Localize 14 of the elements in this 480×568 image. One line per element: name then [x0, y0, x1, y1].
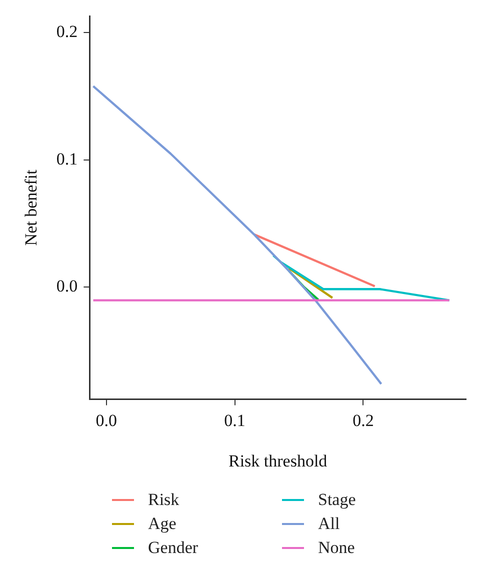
legend-label: Stage	[318, 490, 356, 510]
legend-label: Risk	[148, 490, 180, 510]
x-tick-label: 0.2	[352, 410, 374, 430]
legend-label: All	[318, 514, 340, 534]
y-axis-title: Net benefit	[22, 169, 41, 246]
y-tick-label: 0.1	[56, 149, 78, 168]
x-axis-title: Risk threshold	[228, 451, 328, 470]
legend-label: None	[318, 538, 355, 558]
x-tick-label: 0.1	[224, 410, 246, 430]
y-tick-label: 0.0	[56, 276, 78, 296]
legend-label: Age	[148, 514, 176, 534]
legend-label: Gender	[148, 538, 198, 558]
x-tick-label: 0.0	[96, 410, 117, 430]
y-tick-label: 0.2	[56, 22, 78, 42]
